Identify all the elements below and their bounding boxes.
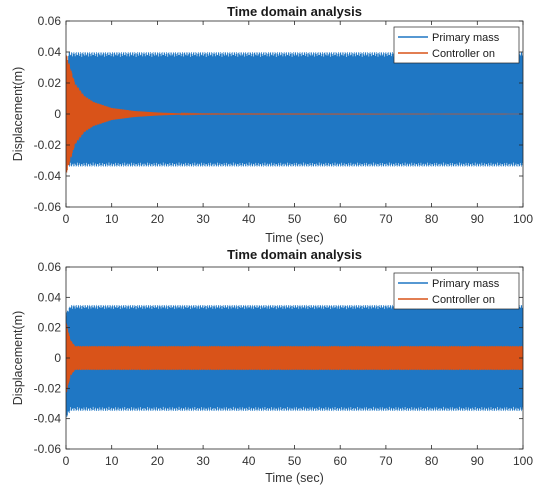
x-tick-label: 100	[513, 212, 533, 226]
x-tick-label: 50	[288, 212, 302, 226]
y-tick-label: -0.06	[34, 200, 62, 214]
y-tick-label: 0	[54, 351, 61, 365]
y-tick-label: -0.04	[34, 169, 62, 183]
x-tick-label: 90	[471, 212, 485, 226]
x-tick-label: 60	[334, 454, 348, 468]
x-tick-label: 100	[513, 454, 533, 468]
series-line-primary-mass	[66, 51, 523, 167]
y-tick-label: 0.06	[38, 260, 62, 274]
legend: Primary mass Controller on	[393, 26, 520, 64]
x-tick-label: 70	[379, 454, 393, 468]
legend-label: Controller on	[432, 294, 495, 306]
series-group	[66, 51, 523, 173]
x-tick-label: 60	[334, 212, 348, 226]
x-tick-label: 30	[196, 454, 210, 468]
y-tick-label: -0.06	[34, 442, 62, 456]
chart-bottom: 0 10 20 30 40 50 60 70 80 90 100 0.06 0.04 0.02 0 -0.02…	[11, 247, 533, 485]
legend-label: Primary mass	[432, 32, 500, 44]
chart-title: Time domain analysis	[227, 247, 362, 262]
x-tick-label: 90	[471, 454, 485, 468]
y-tick-label: 0	[54, 107, 61, 121]
x-tick-label: 40	[242, 454, 256, 468]
y-tick-label: 0.04	[38, 45, 62, 59]
legend-box	[393, 272, 520, 310]
x-tick-label: 50	[288, 454, 302, 468]
x-axis-label: Time (sec)	[265, 231, 324, 245]
legend-label: Primary mass	[432, 278, 500, 290]
x-tick-label: 20	[151, 212, 165, 226]
legend: Primary mass Controller on	[393, 272, 520, 310]
series-line-controller-on	[66, 55, 523, 173]
x-tick-label: 0	[63, 212, 70, 226]
y-tick-label: -0.02	[34, 138, 62, 152]
x-tick-label: 80	[425, 454, 439, 468]
x-tick-label: 80	[425, 212, 439, 226]
y-tick-label: 0.02	[38, 76, 62, 90]
legend-box	[393, 26, 520, 64]
y-tick-label: 0.04	[38, 290, 62, 304]
series-group	[66, 304, 523, 417]
x-tick-label: 10	[105, 454, 119, 468]
x-tick-label: 30	[196, 212, 210, 226]
y-tick-label: 0.02	[38, 321, 62, 335]
legend-label: Controller on	[432, 48, 495, 60]
x-tick-label: 70	[379, 212, 393, 226]
y-tick-label: -0.04	[34, 412, 62, 426]
y-axis-label: Displacement(m)	[11, 311, 25, 405]
y-tick-label: 0.06	[38, 14, 62, 28]
x-tick-label: 0	[63, 454, 70, 468]
chart-title: Time domain analysis	[227, 4, 362, 19]
series-line-controller-on	[66, 322, 523, 393]
x-tick-label: 40	[242, 212, 256, 226]
x-tick-label: 10	[105, 212, 119, 226]
chart-top: 0 10 20 30 40 50 60 70 80 90 100 0.06 0.04 0.02 0 -0.02…	[11, 4, 533, 245]
x-tick-label: 20	[151, 454, 165, 468]
y-tick-label: -0.02	[34, 381, 62, 395]
y-axis-label: Displacement(m)	[11, 67, 25, 161]
x-axis-label: Time (sec)	[265, 471, 324, 485]
